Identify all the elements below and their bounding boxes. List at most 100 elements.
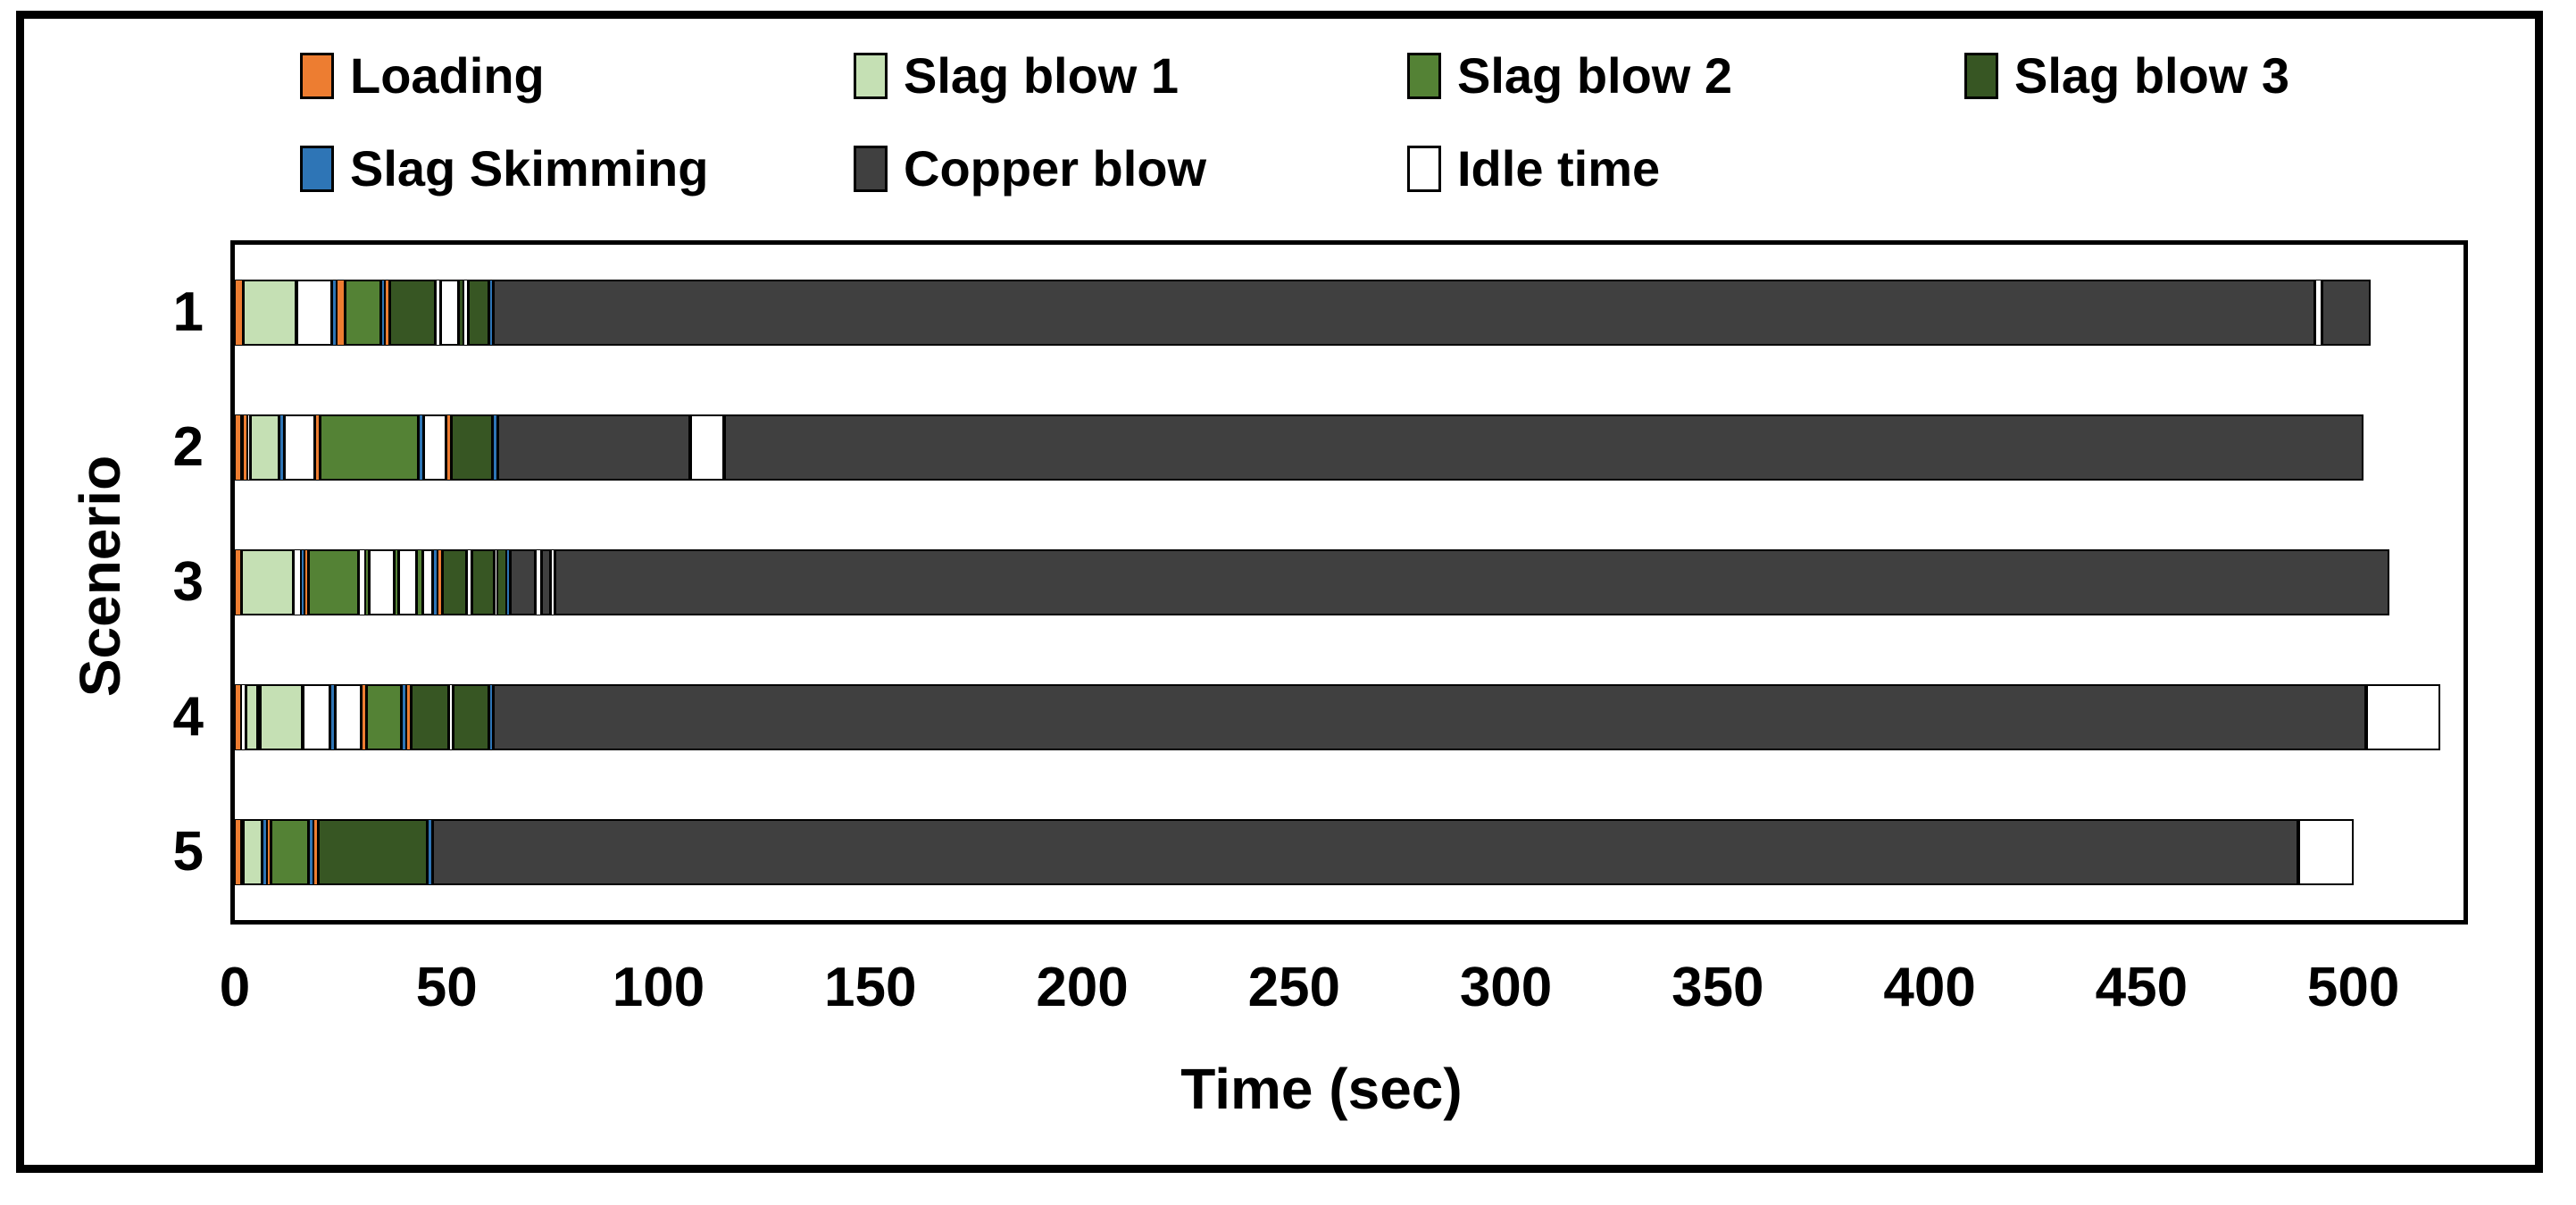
x-tick-label: 500: [2306, 957, 2400, 1018]
slag_skimming-swatch-icon: [300, 146, 334, 192]
y-category-label: 5: [172, 821, 204, 883]
idle_time-swatch-icon: [1407, 146, 1441, 192]
y-category-label: 3: [172, 551, 204, 613]
bar-segment-slag_blow_2: [366, 684, 403, 751]
legend-item-slag_blow_2: Slag blow 2: [1407, 43, 1732, 109]
bar-segment-idle_time: [422, 549, 434, 615]
bar-segment-loading: [235, 279, 244, 346]
bar-segment-idle_time: [2297, 819, 2354, 886]
bar-segment-copper_blow: [2322, 279, 2371, 346]
x-tick-label: 400: [1883, 957, 1976, 1018]
x-tick-label: 300: [1459, 957, 1553, 1018]
bar-segment-idle_time: [302, 684, 330, 751]
x-tick-label: 100: [612, 957, 705, 1018]
bar-segment-slag_skimming: [493, 414, 498, 481]
bar-segment-loading: [446, 414, 451, 481]
bar-segment-slag_blow_1: [245, 684, 259, 751]
bar-segment-slag_skimming: [262, 819, 267, 886]
bar-segment-copper_blow: [554, 549, 2389, 615]
bar-segment-loading: [243, 414, 248, 481]
bar-segment-loading: [315, 414, 320, 481]
bar-segment-slag_blow_1: [241, 549, 295, 615]
bar-segment-idle_time: [258, 684, 261, 751]
x-tick-label: 150: [824, 957, 917, 1018]
bar-segment-slag_blow_3: [389, 279, 437, 346]
x-tick-label: 350: [1671, 957, 1764, 1018]
bar-segment-slag_blow_3: [410, 684, 449, 751]
bar-segment-idle_time: [2365, 684, 2440, 751]
bar-segment-idle_time: [690, 414, 725, 481]
legend-label: Idle time: [1457, 140, 1661, 197]
bar-segment-copper_blow: [431, 819, 2298, 886]
bar-segment-loading: [406, 684, 411, 751]
x-tick-label: 50: [415, 957, 478, 1018]
legend-label: Slag Skimming: [350, 140, 709, 197]
x-axis-title: Time (sec): [1180, 1057, 1463, 1121]
legend-label: Copper blow: [904, 140, 1207, 197]
bar-segment-slag_skimming: [279, 414, 284, 481]
legend-label: Slag blow 1: [904, 47, 1180, 104]
bar-segment-slag_blow_2: [307, 549, 359, 615]
bar-segment-idle_time: [294, 549, 301, 615]
slag_blow_2-swatch-icon: [1407, 53, 1441, 99]
bar-segment-copper_blow: [724, 414, 2364, 481]
bar-segment-slag_skimming: [419, 414, 424, 481]
legend-item-copper_blow: Copper blow: [854, 136, 1206, 202]
scenario-bar-1: [235, 279, 2463, 346]
bar-segment-slag_blow_3: [451, 414, 494, 481]
bar-segment-idle_time: [467, 549, 471, 615]
bar-segment-idle_time: [247, 414, 250, 481]
bar-segment-loading: [235, 549, 242, 615]
scenario-bar-2: [235, 414, 2463, 481]
bar-segment-idle_time: [2314, 279, 2322, 346]
bar-segment-slag_blow_2: [394, 549, 398, 615]
legend-item-slag_skimming: Slag Skimming: [300, 136, 708, 202]
bar-segment-idle_time: [296, 279, 333, 346]
y-category-label: 4: [172, 686, 204, 749]
bar-segment-slag_blow_3: [471, 549, 495, 615]
bar-segment-idle_time: [369, 549, 395, 615]
bar-segment-loading: [235, 819, 242, 886]
legend-label: Slag blow 2: [1457, 47, 1733, 104]
bar-segment-slag_skimming: [488, 279, 494, 346]
bar-segment-slag_blow_3: [317, 819, 428, 886]
legend-item-slag_blow_3: Slag blow 3: [1964, 43, 2289, 109]
x-tick-label: 450: [2095, 957, 2188, 1018]
scenario-bar-5: [235, 819, 2463, 886]
legend-label: Slag blow 3: [2014, 47, 2290, 104]
legend-item-slag_blow_1: Slag blow 1: [854, 43, 1179, 109]
bar-segment-slag_skimming: [505, 549, 511, 615]
bar-segment-loading: [385, 279, 390, 346]
bar-segment-slag_blow_1: [243, 279, 296, 346]
bar-segment-copper_blow: [493, 279, 2315, 346]
bar-segment-copper_blow: [510, 549, 536, 615]
bar-segment-slag_blow_2: [319, 414, 420, 481]
plot-area: [230, 240, 2468, 925]
slag_blow_1-swatch-icon: [854, 53, 888, 99]
legend-item-loading: Loading: [300, 43, 545, 109]
bar-segment-slag_skimming: [300, 549, 305, 615]
bar-segment-idle_time: [551, 549, 555, 615]
bar-segment-slag_skimming: [309, 819, 313, 886]
bar-segment-idle_time: [535, 549, 541, 615]
bar-segment-slag_skimming: [380, 279, 386, 346]
scenario-bar-3: [235, 549, 2463, 615]
bar-segment-idle_time: [397, 549, 418, 615]
bar-segment-idle_time: [494, 549, 498, 615]
y-category-label: 1: [172, 280, 204, 343]
bar-segment-slag_blow_3: [459, 279, 464, 346]
bar-segment-copper_blow: [540, 549, 552, 615]
loading-swatch-icon: [300, 53, 334, 99]
scenario-bar-4: [235, 684, 2463, 751]
bar-segment-loading: [235, 414, 242, 481]
bar-segment-idle_time: [241, 819, 244, 886]
bar-segment-slag_skimming: [488, 684, 494, 751]
bar-segment-slag_blow_3: [441, 549, 468, 615]
bar-segment-idle_time: [448, 684, 454, 751]
x-tick-label: 0: [219, 957, 251, 1018]
bar-segment-slag_skimming: [433, 549, 438, 615]
bar-segment-idle_time: [241, 684, 246, 751]
bar-segment-slag_blow_2: [271, 819, 310, 886]
bar-segment-slag_blow_3: [467, 279, 489, 346]
